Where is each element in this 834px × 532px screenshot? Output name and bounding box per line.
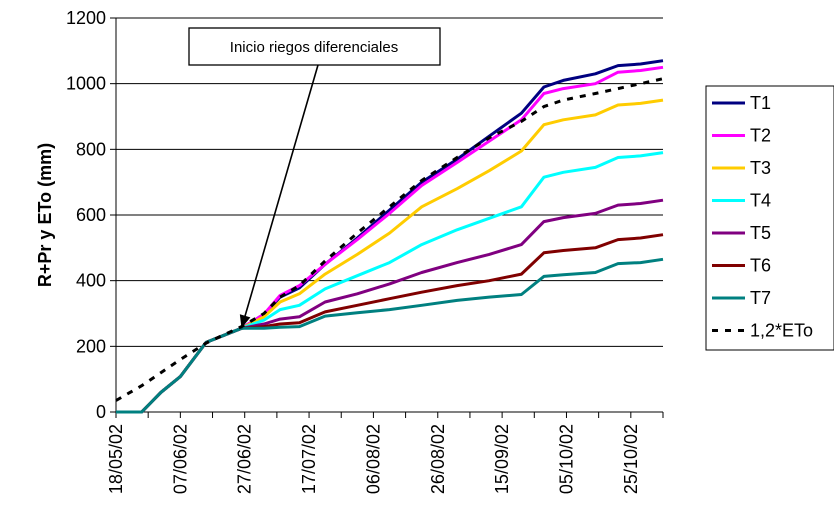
legend-label: T1 (750, 93, 771, 113)
annotation-text: Inicio riegos diferenciales (230, 39, 398, 56)
annotation: Inicio riegos diferenciales (188, 27, 441, 329)
legend: T1 T2 T3 T4 T5 T6 T7 1,2*ETo (705, 85, 834, 351)
series-line (115, 77, 664, 402)
x-tick-label: 06/08/02 (363, 424, 383, 494)
x-tick-label: 05/10/02 (556, 424, 576, 494)
series-line (116, 257, 664, 414)
x-tick-label: 26/08/02 (428, 424, 448, 494)
legend-box (705, 85, 834, 351)
x-tick-label: 25/10/02 (621, 424, 641, 494)
y-tick-label: 1000 (66, 74, 106, 94)
legend-label: T6 (750, 256, 771, 276)
y-tick-label: 1200 (66, 8, 106, 28)
annotation-arrow-line (240, 64, 319, 329)
y-axis-title: R+Pr y ETo (mm) (35, 143, 55, 287)
y-tick-label: 0 (96, 402, 106, 422)
axes: 0 200 400 600 800 1000 1200 18/05/02 07/06/02 27/… (66, 8, 664, 494)
y-tick-label: 200 (76, 336, 106, 356)
y-tick-label: 800 (76, 139, 106, 159)
x-tick-label: 27/06/02 (235, 424, 255, 494)
legend-label: T5 (750, 223, 771, 243)
x-tick-label: 15/09/02 (492, 424, 512, 494)
legend-label: T3 (750, 158, 771, 178)
x-tick-label: 18/05/02 (106, 424, 126, 494)
annotation-box (188, 27, 441, 66)
annotation-arrow-head (239, 314, 251, 329)
series-lines (115, 59, 664, 414)
x-tick-label: 17/07/02 (299, 424, 319, 494)
y-tick-label: 600 (76, 205, 106, 225)
legend-label: T4 (750, 191, 771, 211)
legend-label: 1,2*ETo (750, 321, 813, 341)
x-tick-label: 07/06/02 (170, 424, 190, 494)
y-tick-label: 400 (76, 271, 106, 291)
legend-label: T2 (750, 126, 771, 146)
legend-label: T7 (750, 288, 771, 308)
